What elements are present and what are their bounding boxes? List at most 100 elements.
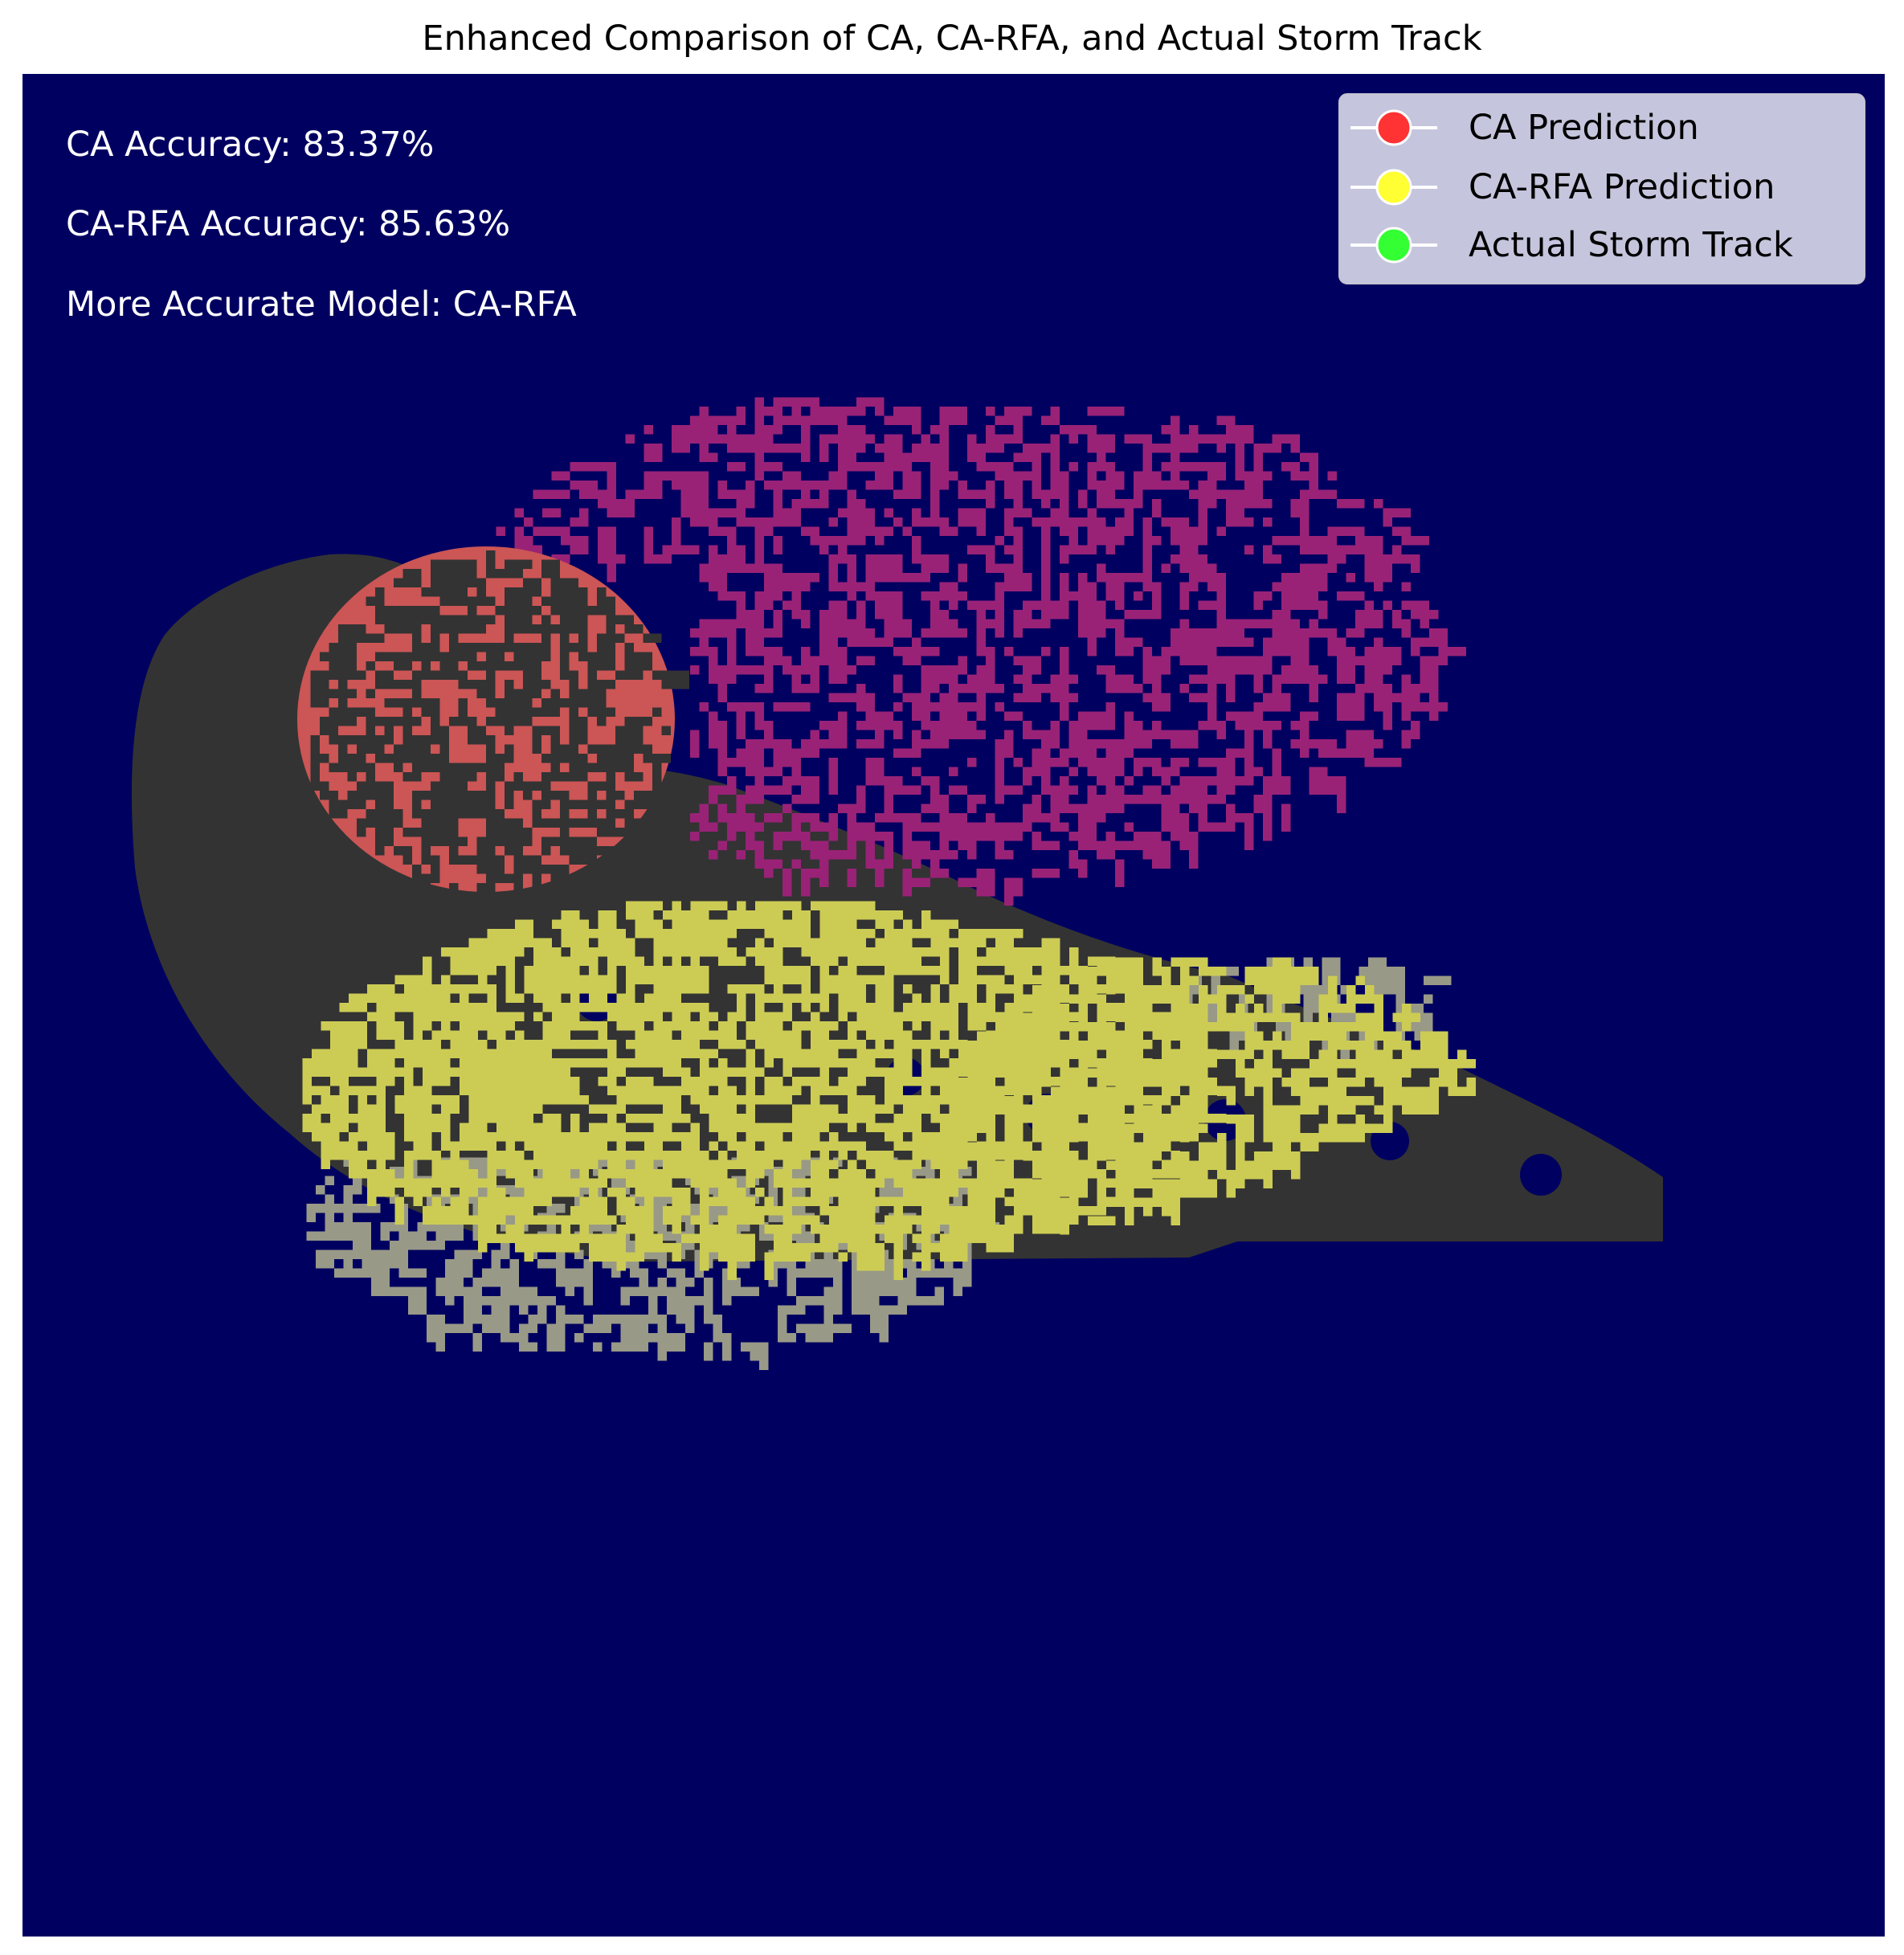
ca-off-track-cell [828,582,838,591]
ca-rfa-off-track-cell [833,1286,843,1296]
ca-track-gap-cell [384,680,412,689]
ca-track-gap-cell [357,744,366,754]
ca-rfa-on-track-cell [829,1178,857,1188]
ca-rfa-on-track-cell [866,975,894,984]
ca-track-gap-cell [486,689,496,708]
ca-rfa-off-track-cell [704,1342,713,1361]
ca-track-gap-cell [541,754,551,763]
ca-off-track-cell [727,647,737,675]
ca-rfa-on-track-cell [709,1012,718,1021]
ca-off-track-cell [746,563,755,573]
ca-rfa-on-track-cell [542,1067,552,1077]
ca-off-track-cell [1272,554,1281,564]
ca-rfa-on-track-cell [801,910,811,929]
ca-track-gap-cell [541,615,551,624]
ca-rfa-on-track-cell [496,1086,506,1095]
ca-rfa-on-track-cell [339,1067,367,1077]
ca-rfa-on-track-cell [1097,1078,1106,1087]
ca-track-gap-cell [402,735,431,745]
ca-rfa-on-track-cell [1088,1040,1097,1058]
ca-rfa-on-track-cell [764,956,774,966]
ca-rfa-on-track-cell [986,947,995,957]
ca-off-track-cell [672,434,681,453]
ca-off-track-cell [1244,499,1263,509]
ca-off-track-cell [967,434,977,444]
ca-off-track-cell [1318,785,1337,795]
ca-rfa-on-track-cell [478,1003,488,1012]
ca-rfa-on-track-cell [450,1095,460,1114]
ca-rfa-on-track-cell [635,901,663,910]
ca-off-track-cell [1097,739,1125,749]
ca-rfa-off-track-cell [722,1278,732,1287]
ca-rfa-off-track-cell [879,1231,889,1241]
ca-rfa-on-track-cell [986,1012,995,1022]
legend-marker-ca-rfa-icon [1375,169,1412,206]
ca-off-track-cell [1097,563,1106,583]
ca-rfa-on-track-cell [1078,1086,1088,1096]
ca-off-track-cell [791,758,801,786]
ca-rfa-on-track-cell [552,1012,562,1021]
ca-rfa-off-track-cell [805,1268,833,1278]
ca-off-track-cell [1032,452,1041,462]
ca-off-track-cell [875,536,885,546]
ca-track-gap-cell [505,754,514,763]
ca-off-track-cell [875,758,885,786]
ca-off-track-cell [1383,711,1392,721]
ca-rfa-on-track-cell [505,1077,515,1086]
ca-off-track-cell [514,526,524,546]
ca-track-gap-cell [569,763,588,772]
ca-rfa-off-track-cell [501,1268,510,1287]
ca-rfa-on-track-cell [1217,985,1245,995]
ca-rfa-on-track-cell [413,1021,423,1040]
ca-rfa-on-track-cell [496,1021,515,1031]
ca-off-track-cell [1272,647,1291,656]
ca-off-track-cell [902,619,912,628]
ca-rfa-on-track-cell [468,1178,496,1188]
ca-track-gap-cell [375,781,385,800]
ca-off-track-cell [949,591,967,601]
ca-off-track-cell [967,600,995,610]
ca-rfa-on-track-cell [515,1104,525,1123]
ca-rfa-on-track-cell [774,1151,783,1160]
ca-rfa-on-track-cell [764,1012,774,1021]
ca-rfa-on-track-cell [1023,1022,1032,1032]
ca-rfa-on-track-cell [1189,1179,1217,1188]
ca-rfa-on-track-cell [1337,1078,1356,1087]
ca-rfa-on-track-cell [1060,1004,1069,1032]
ca-rfa-off-track-cell [889,1185,898,1204]
ca-off-track-cell [1124,610,1143,620]
ca-rfa-off-track-cell [546,1204,566,1213]
ca-track-gap-cell [449,828,459,837]
ca-rfa-on-track-cell [607,1067,626,1077]
ca-off-track-cell [1087,407,1097,416]
ca-off-track-cell [810,536,838,546]
ca-rfa-off-track-cell [417,1268,427,1278]
ca-rfa-on-track-cell [1014,966,1032,975]
ca-rfa-on-track-cell [330,1114,358,1123]
ca-off-track-cell [672,481,681,490]
ca-off-track-cell [801,813,819,823]
ca-track-gap-cell [597,587,607,606]
ca-rfa-on-track-cell [570,966,580,975]
ca-track-gap-cell [578,689,588,708]
ca-off-track-cell [847,693,856,702]
ca-rfa-on-track-cell [967,1188,987,1197]
ca-rfa-on-track-cell [533,956,543,966]
ca-rfa-on-track-cell [1291,994,1301,1004]
ca-off-track-cell [912,877,930,887]
ca-rfa-on-track-cell [1171,1004,1180,1013]
ca-track-gap-cell [550,873,570,883]
ca-rfa-on-track-cell [977,1086,995,1096]
ca-off-track-cell [644,452,653,462]
ca-off-track-cell [1152,702,1171,712]
ca-off-track-cell [1207,776,1236,786]
ca-off-track-cell [680,425,690,453]
ca-rfa-off-track-cell [778,1323,787,1333]
ca-rfa-on-track-cell [986,1169,995,1179]
ca-off-track-cell [884,471,893,481]
ca-off-track-cell [1290,600,1318,610]
ca-rfa-on-track-cell [423,1188,432,1197]
ca-off-track-cell [930,600,940,610]
ca-track-gap-cell [329,689,357,698]
ca-off-track-cell [1171,444,1199,453]
